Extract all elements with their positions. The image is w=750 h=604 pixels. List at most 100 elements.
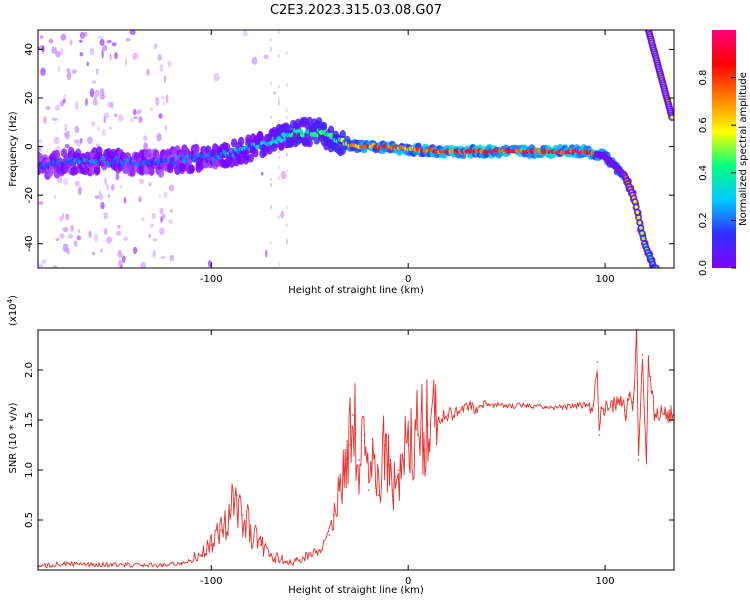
snr-data-point bbox=[348, 444, 350, 446]
spectrogram-noise-blob bbox=[152, 249, 156, 258]
spectrogram-noise-blob bbox=[168, 219, 174, 225]
spectrogram-noise-blob bbox=[109, 52, 112, 61]
spectrogram-branch-core bbox=[641, 236, 646, 241]
snr-data-point bbox=[466, 407, 469, 409]
snr-data-point bbox=[624, 409, 626, 411]
snr-data-point bbox=[308, 554, 311, 556]
spectrogram-ridge-halo bbox=[339, 129, 346, 139]
snr-data-point bbox=[318, 549, 321, 551]
spectrogram-noise-blob bbox=[92, 99, 98, 106]
spectrogram-marks bbox=[38, 30, 674, 268]
spectrogram-noise-blob bbox=[115, 172, 120, 181]
spectrogram-noise-blob bbox=[64, 144, 70, 149]
snr-data-point bbox=[564, 406, 567, 408]
spectrogram-noise-blob bbox=[66, 248, 70, 255]
spectrogram-noise-blob bbox=[130, 116, 134, 123]
spectrogram-noise-blob bbox=[63, 177, 69, 186]
spectrogram-ridge-halo bbox=[178, 162, 186, 172]
spectrogram-streak bbox=[286, 241, 288, 245]
spectrogram-ridge-halo bbox=[60, 148, 68, 158]
spectrogram-ridge-halo bbox=[174, 165, 181, 175]
snr-data-point bbox=[637, 459, 640, 461]
spectrogram-ridge-halo bbox=[415, 142, 422, 149]
spectrogram-x-tick-label: 0 bbox=[405, 274, 411, 285]
spectrogram-streak bbox=[270, 48, 272, 52]
spectrogram-streak bbox=[286, 205, 288, 209]
spectrogram-ridge-halo bbox=[72, 165, 80, 175]
spectrogram-noise-blob bbox=[71, 69, 78, 74]
spectrogram-noise-blob bbox=[138, 196, 142, 203]
snr-data-point bbox=[269, 554, 272, 556]
snr-data-point bbox=[332, 514, 335, 516]
spectrogram-noise-blob bbox=[132, 52, 138, 60]
spectrogram-axes: -100 0 100 -40 -20 0 20 40 bbox=[24, 30, 674, 285]
spectrogram-noise-blob bbox=[85, 98, 88, 107]
spectrogram-noise-blob bbox=[59, 215, 64, 222]
spectrogram-noise-blob bbox=[53, 136, 60, 145]
spectrogram-noise-blob bbox=[79, 39, 83, 43]
spectrogram-ridge-halo bbox=[89, 166, 96, 176]
snr-data-point bbox=[592, 405, 595, 407]
snr-data-point bbox=[486, 404, 488, 406]
spectrogram-ridge-halo bbox=[53, 149, 61, 159]
colorbar-tick-label: 0.4 bbox=[698, 165, 709, 181]
spectrogram-streak bbox=[270, 115, 272, 119]
spectrogram-ridge-halo bbox=[460, 152, 467, 159]
snr-axes: -100 0 100 0.5 1.0 1.5 2.0 bbox=[24, 330, 674, 587]
spectrogram-streak bbox=[278, 100, 280, 104]
spectrogram-noise-blob bbox=[162, 214, 165, 221]
spectrogram-y-tick-label: 40 bbox=[24, 43, 35, 56]
snr-data-point bbox=[625, 416, 628, 418]
snr-data-point bbox=[525, 405, 528, 407]
spectrogram-ridge-halo bbox=[316, 117, 323, 126]
spectrogram-noise-blob bbox=[103, 116, 106, 124]
snr-y-label: SNR (10 * v/v) bbox=[8, 402, 19, 473]
spectrogram-noise-blob bbox=[148, 233, 151, 238]
snr-data-point bbox=[249, 529, 252, 531]
spectrogram-ridge-halo bbox=[252, 148, 259, 158]
spectrogram-noise-blob bbox=[159, 64, 164, 72]
spectrogram-streak bbox=[286, 51, 288, 55]
snr-data-point bbox=[180, 562, 183, 564]
snr-data-point bbox=[614, 403, 616, 405]
snr-data-point bbox=[289, 561, 291, 563]
spectrogram-noise-blob bbox=[118, 114, 124, 122]
spectrogram-noise-blob bbox=[133, 108, 137, 116]
spectrogram-ridge-halo bbox=[306, 138, 313, 148]
spectrogram-streak bbox=[270, 46, 272, 50]
spectrogram-streak bbox=[278, 165, 280, 169]
snr-x-tick-label: -100 bbox=[200, 576, 223, 587]
snr-data-point bbox=[545, 406, 547, 408]
snr-data-point bbox=[604, 409, 606, 411]
spectrogram-ridge-halo bbox=[238, 136, 245, 146]
spectrogram-noise-blob bbox=[102, 45, 108, 52]
spectrogram-noise-blob bbox=[38, 139, 43, 144]
snr-data-point bbox=[633, 387, 636, 389]
spectrogram-streak bbox=[278, 215, 280, 219]
spectrogram-ridge-halo bbox=[96, 146, 103, 156]
spectrogram-noise-blob bbox=[263, 54, 269, 60]
spectrogram-streak bbox=[270, 241, 272, 245]
spectrogram-noise-blob bbox=[63, 132, 68, 138]
spectrogram-noise-blob bbox=[62, 98, 66, 104]
spectrogram-noise-blob bbox=[163, 101, 166, 106]
spectrogram-noise-blob bbox=[98, 36, 104, 39]
snr-data-point bbox=[653, 413, 656, 415]
spectrogram-streak bbox=[278, 96, 280, 100]
spectrogram-noise-blob bbox=[242, 30, 248, 37]
spectrogram-noise-blob bbox=[101, 129, 106, 137]
snr-data-point bbox=[627, 394, 630, 396]
spectrogram-noise-blob bbox=[137, 115, 141, 124]
spectrogram-noise-blob bbox=[60, 33, 67, 41]
snr-data-point bbox=[62, 563, 65, 565]
spectrogram-streak bbox=[278, 54, 280, 58]
snr-data-point bbox=[397, 469, 400, 471]
spectrogram-x-tick-label: -100 bbox=[200, 274, 223, 285]
spectrogram-noise-blob bbox=[76, 235, 82, 241]
spectrogram-noise-blob bbox=[88, 230, 92, 239]
spectrogram-branch-core bbox=[633, 199, 637, 204]
snr-data-point bbox=[344, 469, 347, 471]
colorbar-tick-label: 0.0 bbox=[698, 260, 709, 276]
